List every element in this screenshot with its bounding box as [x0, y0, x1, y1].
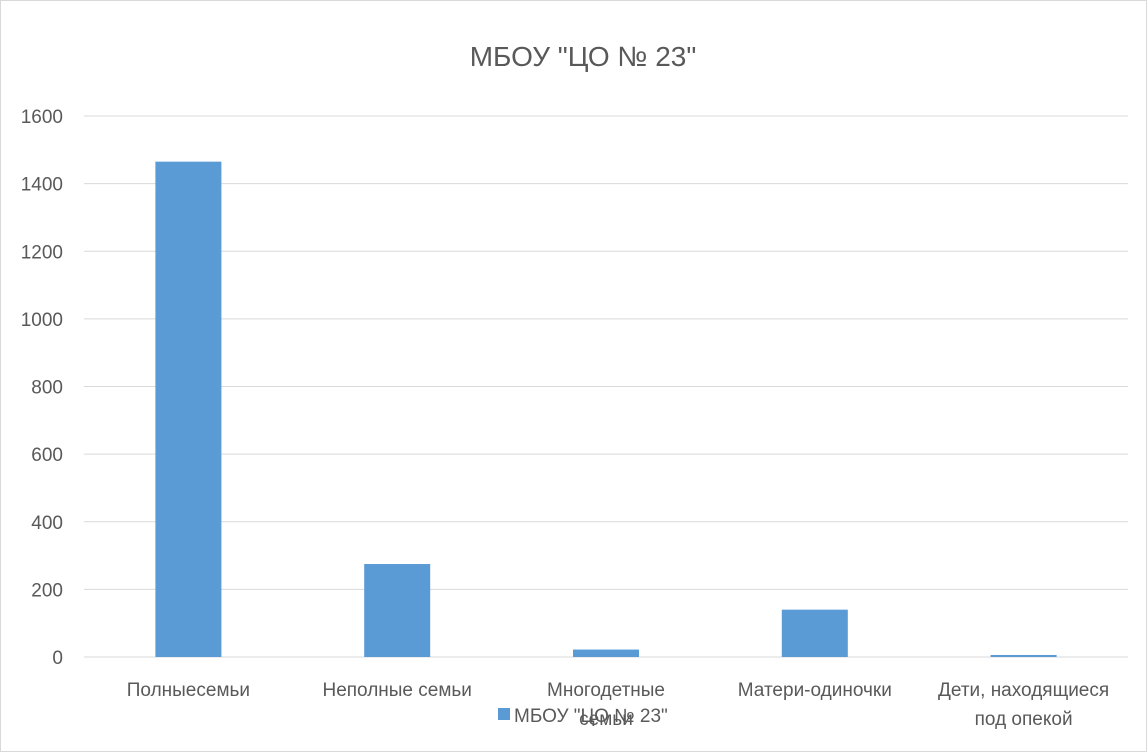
- y-tick-label: 1200: [21, 242, 63, 263]
- bar: [990, 654, 1057, 657]
- y-tick-label: 600: [31, 445, 63, 466]
- x-tick-label: Полныесемьи: [127, 680, 250, 701]
- y-tick-label: 1400: [21, 175, 63, 196]
- x-tick-label: Многодетные семьи: [547, 680, 665, 730]
- x-tick-label: Неполные семьи: [322, 680, 471, 701]
- y-axis-ticks: 0 200 400 600 800 1000 1200 1400 1600: [21, 107, 63, 669]
- bar: [364, 564, 431, 657]
- legend: МБОУ "ЦО № 23": [498, 706, 668, 727]
- bars: [155, 161, 1057, 657]
- y-tick-label: 400: [31, 513, 63, 534]
- y-tick-label: 1600: [21, 107, 63, 128]
- legend-label: МБОУ "ЦО № 23": [514, 706, 668, 727]
- gridlines: [84, 115, 1128, 658]
- x-tick-label: Дети, находящиеся под опекой: [938, 680, 1109, 730]
- y-tick-label: 200: [31, 580, 63, 601]
- bar: [155, 161, 222, 657]
- legend-swatch: [498, 708, 510, 720]
- bar: [781, 609, 848, 657]
- y-tick-label: 800: [31, 378, 63, 399]
- y-tick-label: 0: [52, 648, 63, 669]
- chart-title: МБОУ "ЦО № 23": [470, 41, 697, 72]
- x-tick-label: Матери-одиночки: [738, 680, 892, 701]
- bar: [573, 649, 639, 657]
- x-axis-labels: Полныесемьи Неполные семьи Многодетные семь…: [127, 680, 1109, 730]
- y-tick-label: 1000: [21, 310, 63, 331]
